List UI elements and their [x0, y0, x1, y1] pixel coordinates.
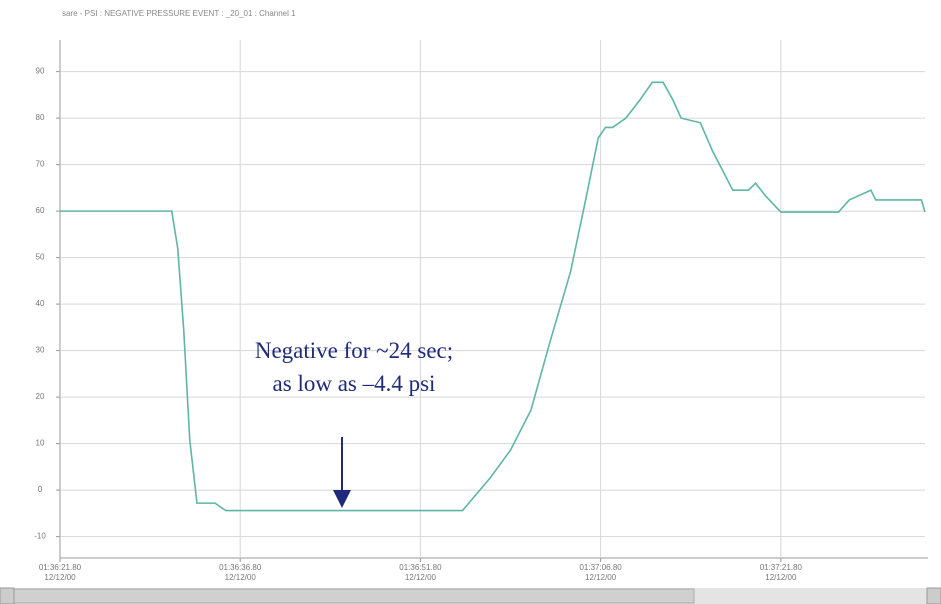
x-tick-label-line: 12/12/00 — [765, 573, 797, 582]
x-tick-label: 01:37:06.80 12/12/00 — [579, 563, 622, 582]
x-tick-label-line: 01:36:36.80 — [219, 563, 262, 572]
x-tick-label-line: 01:37:06.80 — [579, 563, 622, 572]
x-tick-label: 01:36:21.80 12/12/00 — [39, 563, 82, 582]
y-tick-label: 0 — [38, 485, 43, 494]
scroll-right[interactable] — [926, 587, 941, 604]
scrollbar[interactable] — [0, 587, 941, 604]
y-tick-label: 50 — [36, 253, 45, 262]
x-tick-label: 01:36:51.80 12/12/00 — [399, 563, 442, 582]
x-tick-label-line: 01:36:51.80 — [399, 563, 442, 572]
x-tick-label-line: 01:36:21.80 — [39, 563, 82, 572]
chart-title: sare - PSI : NEGATIVE PRESSURE EVENT : _… — [62, 9, 296, 18]
y-tick-label: 70 — [36, 160, 45, 169]
x-tick-label-line: 01:37:21.80 — [760, 563, 803, 572]
y-tick-label: 30 — [36, 346, 45, 355]
series-line — [60, 81, 926, 512]
scroll-left[interactable] — [0, 587, 15, 604]
x-tick-label-line: 12/12/00 — [405, 573, 437, 582]
annotation-line: as low as –4.4 psi — [273, 371, 436, 396]
x-tick-label-line: 12/12/00 — [585, 573, 617, 582]
annotation-line: Negative for ~24 sec; — [255, 338, 453, 363]
y-tick-label: 20 — [36, 392, 45, 401]
y-tick-label: -10 — [34, 532, 46, 541]
y-tick-label: 10 — [36, 439, 45, 448]
x-tick-label-line: 12/12/00 — [225, 573, 257, 582]
x-tick-label: 01:37:21.80 12/12/00 — [760, 563, 803, 582]
x-tick-label-line: 12/12/00 — [44, 573, 76, 582]
x-tick-label: 01:36:36.80 12/12/00 — [219, 563, 262, 582]
scroll-thumb[interactable] — [13, 588, 695, 604]
arrow-head — [333, 490, 351, 508]
y-tick-label: 40 — [36, 299, 45, 308]
y-tick-label: 60 — [36, 206, 45, 215]
y-tick-label: 80 — [36, 113, 45, 122]
y-tick-label: 90 — [36, 67, 45, 76]
annotation: Negative for ~24 sec; as low as –4.4 psi — [255, 338, 453, 508]
